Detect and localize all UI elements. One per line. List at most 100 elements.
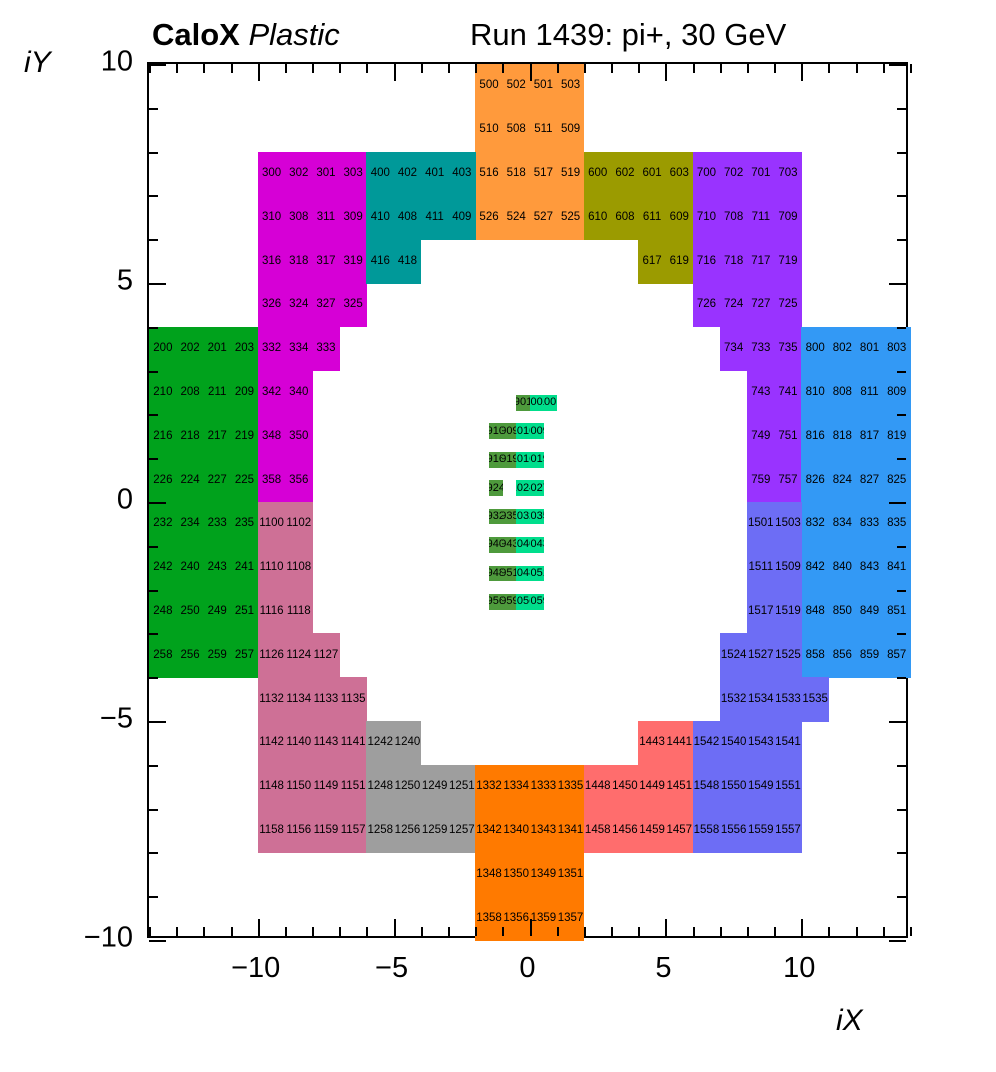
channel-cell: 403 [447,151,476,196]
tick-mark [149,896,158,899]
tick-mark [149,64,166,66]
tick-mark [149,502,166,504]
detector-type: Plastic [248,17,340,52]
tick-mark [897,589,906,592]
channel-cell: 1542 [692,721,721,766]
channel-cell: 501 [529,64,558,109]
channel-cell: 358 [257,458,286,503]
channel-cell: 1543 [746,721,775,766]
channel-cell: 709 [774,195,802,240]
channel-cell: 808 [828,370,857,415]
channel-cell: 516 [475,151,503,196]
tick-mark [529,919,532,936]
channel-cell: 301 [312,151,340,196]
channel-cell: 826 [801,458,830,503]
tick-mark [556,64,559,73]
channel-cell: 734 [719,326,748,372]
channel-cell: 857 [882,633,911,678]
channel-cell: 602 [611,151,639,196]
tick-mark [897,195,906,198]
tick-mark [149,151,158,154]
tick-mark [855,927,858,936]
channel-cell: 1124 [284,633,313,678]
tick-mark [149,370,158,373]
channel-cell: 850 [828,589,857,634]
channel-cell: 601 [638,151,666,196]
channel-cell: 1240 [393,721,422,766]
channel-cell: 603 [665,151,694,196]
channel-cell: 617 [638,239,666,284]
channel-cell: 234 [176,502,204,547]
channel-cell: 219 [230,414,259,459]
channel-cell: 710 [692,195,721,240]
channel-cell: 848 [801,589,830,634]
tick-mark [897,808,906,811]
experiment-name: CaloX [152,17,240,52]
channel-cell: 325 [339,283,368,328]
tick-mark [828,64,831,73]
tick-mark [149,764,158,767]
tick-mark [910,927,912,936]
channel-cell: 935 [502,508,517,525]
tick-mark [475,64,478,73]
channel-cell: 248 [149,589,177,634]
channel-cell: 741 [774,370,802,415]
channel-cell: 1150 [284,764,313,810]
y-tick-label: 10 [100,45,133,78]
channel-cell: 759 [746,458,775,503]
channel-cell: 948 [488,565,503,582]
tick-mark [897,370,906,373]
channel-cell: 757 [774,458,802,503]
tick-mark [692,64,695,73]
tick-mark [257,919,260,936]
channel-cell: 251 [230,589,259,634]
channel-cell: 1051 [529,565,544,582]
tick-mark [889,64,906,66]
channel-cell: 226 [149,458,177,503]
channel-cell: 1249 [420,764,449,810]
y-tick-label: −10 [83,921,133,954]
channel-cell: 833 [855,502,884,547]
channel-cell: 1534 [746,677,775,722]
channel-cell: 1102 [284,502,313,547]
tick-mark [889,283,906,285]
tick-mark [149,414,158,417]
channel-cell: 258 [149,633,177,678]
channel-cell: 1358 [475,896,503,941]
channel-cell: 235 [230,502,259,547]
channel-cell: 208 [176,370,204,415]
tick-mark [149,677,158,680]
channel-cell: 841 [882,545,911,591]
channel-cell: 241 [230,545,259,591]
tick-mark [149,64,151,73]
channel-cell: 1259 [420,808,449,853]
channel-cell: 1159 [312,808,340,853]
channel-cell: 1503 [774,502,802,547]
channel-cell: 401 [420,151,449,196]
channel-cell: 735 [774,326,802,372]
tick-mark [774,64,777,73]
channel-cell: 334 [284,326,313,372]
channel-cell: 1334 [502,764,531,810]
channel-cell: 726 [692,283,721,328]
channel-cell: 342 [257,370,286,415]
plot-frame: 500 502 501 503 510 508 511 509 516 518 517 519 526 5… [147,62,912,942]
tick-mark [149,458,158,461]
channel-cell: 1056 [515,593,531,610]
tick-mark [447,927,450,936]
channel-cell: 503 [556,64,585,109]
channel-cell: 225 [230,458,259,503]
tick-mark [312,64,315,73]
channel-cell: 1341 [556,808,585,853]
channel-cell: 1340 [502,808,531,853]
tick-mark [149,852,158,855]
channel-cell: 835 [882,502,911,547]
channel-cell: 1558 [692,808,721,853]
channel-cell: 526 [475,195,503,240]
tick-mark [692,927,695,936]
channel-cell: 924 [488,480,503,497]
tick-mark [149,326,158,329]
channel-cell: 1532 [719,677,748,722]
channel-cell: 211 [203,370,232,415]
channel-cell: 1549 [746,764,775,810]
